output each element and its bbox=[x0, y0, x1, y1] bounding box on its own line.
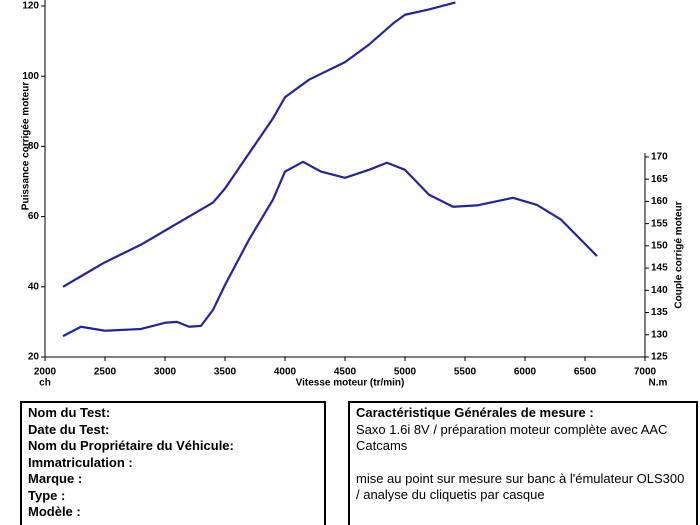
y-unit: ch bbox=[39, 378, 51, 389]
y2-tick-label: 135 bbox=[651, 307, 668, 318]
y2-tick-label: 165 bbox=[651, 174, 668, 185]
x-tick-label: 2500 bbox=[94, 367, 117, 378]
description: Saxo 1.6i 8V / préparation moteur complè… bbox=[356, 421, 668, 454]
field-label: Marque : bbox=[28, 471, 83, 486]
x-tick-label: 3500 bbox=[214, 367, 237, 378]
y2-unit: N.m bbox=[649, 378, 668, 389]
test-info-box: Nom du Test: Date du Test: Nom du Propriét… bbox=[20, 401, 326, 525]
x-tick-label: 5000 bbox=[394, 367, 417, 378]
y-tick-label: 100 bbox=[22, 71, 39, 82]
x-tick-label: 7000 bbox=[634, 367, 657, 378]
x-tick-label: 5500 bbox=[454, 367, 477, 378]
y-tick-label: 40 bbox=[28, 281, 40, 292]
y2-tick-label: 155 bbox=[651, 218, 668, 229]
description: mise au point sur mesure sur banc à l'ém… bbox=[356, 470, 685, 503]
chart: Vitesse moteur (tr/min) ch N.m Puissance… bbox=[21, 0, 685, 389]
field-label: Nom du Test: bbox=[28, 405, 111, 420]
x-axis-label: Vitesse moteur (tr/min) bbox=[296, 378, 405, 389]
line-series bbox=[62, 160, 598, 338]
x-tick-label: 6500 bbox=[574, 367, 597, 378]
x-tick-label: 3000 bbox=[154, 367, 177, 378]
y-axis-label: Puissance corrigée moteur bbox=[21, 82, 32, 210]
field-label: Immatriculation : bbox=[28, 454, 133, 470]
field-label: Date du Test: bbox=[28, 421, 110, 437]
line-series bbox=[62, 1, 456, 288]
measure-info-box: Caractéristique Générales de mesure : Sa… bbox=[348, 401, 698, 525]
y2-tick-label: 125 bbox=[651, 352, 668, 363]
y-tick-label: 120 bbox=[22, 1, 39, 12]
y2-tick-label: 150 bbox=[651, 240, 668, 251]
y-tick-label: 80 bbox=[28, 141, 40, 152]
y-tick-label: 20 bbox=[28, 352, 40, 363]
y-tick-label: 60 bbox=[28, 211, 40, 222]
y2-tick-label: 130 bbox=[651, 329, 668, 340]
heading: Caractéristique Générales de mesure : bbox=[356, 405, 594, 420]
y2-axis-label: Couple corrigé moteur bbox=[674, 201, 685, 308]
y2-tick-label: 170 bbox=[651, 152, 668, 163]
y2-tick-label: 140 bbox=[651, 285, 668, 296]
x-tick-label: 2000 bbox=[34, 367, 57, 378]
y2-tick-label: 145 bbox=[651, 263, 668, 274]
x-tick-label: 4500 bbox=[334, 367, 357, 378]
field-label: Modèle : bbox=[28, 504, 81, 519]
x-tick-label: 4000 bbox=[274, 367, 297, 378]
field-label: Type : bbox=[28, 487, 66, 503]
y2-tick-label: 160 bbox=[651, 196, 668, 207]
x-tick-label: 6000 bbox=[514, 367, 537, 378]
field-label: Nom du Propriétaire du Véhicule: bbox=[28, 438, 234, 453]
